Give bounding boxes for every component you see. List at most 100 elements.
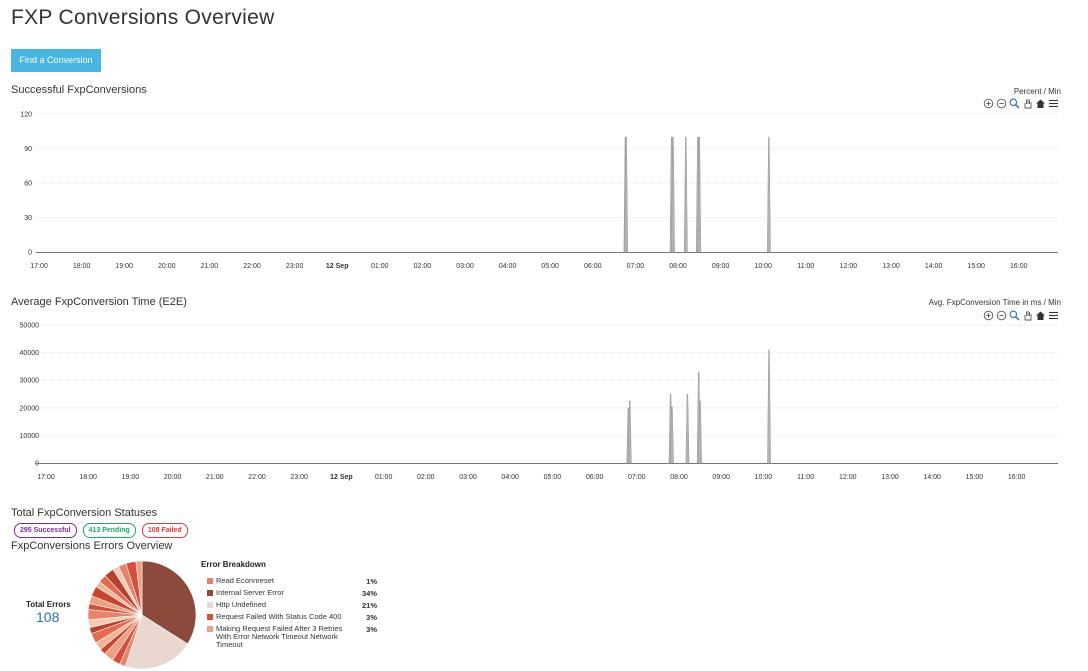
- x-tick-label: 12:00: [840, 263, 858, 270]
- x-tick-label: 05:00: [541, 263, 559, 270]
- zoom-in-icon[interactable]: [983, 310, 994, 321]
- x-tick-label: 14:00: [923, 474, 941, 481]
- successful-conversions-chart: 0 30 60 90 120 17:00 18:00 19:00 20:00 21:00 22:00…: [20, 112, 1058, 270]
- chart1-unit-label: Percent / Min: [1013, 87, 1061, 96]
- total-errors-label: Total Errors: [26, 600, 71, 609]
- x-tick-label: 08:00: [669, 263, 687, 270]
- x-tick-label: 13:00: [881, 474, 899, 481]
- x-tick-label: 05:00: [544, 474, 562, 481]
- data-spike[interactable]: [767, 349, 771, 464]
- x-tick-label: 23:00: [286, 263, 304, 270]
- x-tick-label: 18:00: [73, 263, 91, 270]
- error-breakdown-title: Error Breakdown: [201, 560, 266, 569]
- error-percent: 1%: [366, 577, 377, 586]
- x-tick-label: 23:00: [290, 474, 308, 481]
- legend-swatch: [207, 626, 213, 632]
- x-tick-label: 21:00: [206, 474, 224, 481]
- failed-badge[interactable]: 108 Failed: [141, 523, 188, 538]
- y-tick-label: 10000: [20, 433, 40, 440]
- chart2-toolbar: [983, 310, 1059, 321]
- data-spike[interactable]: [627, 400, 632, 464]
- x-tick-label: 16:00: [1008, 474, 1026, 481]
- x-tick-label: 19:00: [115, 263, 133, 270]
- pan-hand-icon[interactable]: [1022, 310, 1033, 321]
- find-conversion-button[interactable]: Find a Conversion: [11, 49, 101, 72]
- home-icon[interactable]: [1035, 310, 1046, 321]
- total-errors-value: 108: [36, 609, 60, 625]
- home-icon[interactable]: [1035, 98, 1046, 109]
- x-tick-label: 20:00: [158, 263, 176, 270]
- x-tick-label: 02:00: [417, 474, 435, 481]
- y-tick-label: 40000: [20, 350, 40, 357]
- x-tick-label: 03:00: [456, 263, 474, 270]
- x-tick-label: 22:00: [243, 263, 261, 270]
- x-tick-label: 11:00: [797, 474, 814, 481]
- error-percent: 3%: [366, 613, 377, 622]
- error-breakdown-item[interactable]: Making Request Failed After 3 Retries Wi…: [207, 625, 377, 649]
- magnifier-icon[interactable]: [1009, 310, 1020, 321]
- error-breakdown-item[interactable]: Read Econnreset 1%: [207, 576, 377, 586]
- x-tick-label: 11:00: [797, 263, 814, 270]
- legend-swatch: [207, 578, 213, 584]
- avg-conversion-time-chart: 0100002000030000400005000017:0018:0019:0…: [20, 323, 1058, 481]
- x-tick-label: 14:00: [925, 263, 943, 270]
- chart1-title: Successful FxpConversions: [11, 84, 147, 96]
- data-spike[interactable]: [671, 136, 675, 253]
- x-tick-label: 15:00: [966, 474, 984, 481]
- x-tick-label: 20:00: [164, 474, 182, 481]
- y-tick-label: 50000: [20, 323, 40, 330]
- page-title: FXP Conversions Overview: [11, 6, 275, 29]
- data-spike[interactable]: [767, 136, 771, 253]
- statuses-title: Total FxpConversion Statuses: [11, 507, 158, 519]
- successful-badge[interactable]: 295 Successful: [14, 523, 77, 538]
- chart1-toolbar: [983, 98, 1059, 109]
- pending-badge[interactable]: 413 Pending: [82, 523, 136, 538]
- x-tick-label: 10:00: [754, 263, 772, 270]
- x-tick-label: 18:00: [79, 474, 97, 481]
- x-tick-label: 02:00: [414, 263, 432, 270]
- error-label: Request Failed With Status Code 400: [216, 612, 342, 621]
- y-tick-label: 60: [24, 181, 32, 188]
- error-percent: 21%: [361, 601, 377, 610]
- data-spike[interactable]: [670, 406, 674, 464]
- data-spike[interactable]: [683, 136, 688, 253]
- data-spike[interactable]: [624, 136, 629, 253]
- pan-hand-icon[interactable]: [1022, 98, 1033, 109]
- x-tick-label: 07:00: [628, 474, 646, 481]
- error-label: Read Econnreset: [216, 576, 274, 585]
- magnifier-icon[interactable]: [1009, 98, 1020, 109]
- zoom-in-icon[interactable]: [983, 98, 994, 109]
- legend-swatch: [207, 602, 213, 608]
- errors-pie-chart: [87, 560, 197, 670]
- x-tick-label: 06:00: [584, 263, 602, 270]
- error-breakdown-item[interactable]: Request Failed With Status Code 400 3%: [207, 612, 377, 622]
- x-tick-label: 09:00: [712, 474, 730, 481]
- error-label: Making Request Failed After 3 Retries Wi…: [216, 624, 343, 649]
- x-tick-label: 01:00: [371, 263, 389, 270]
- errors-title: FxpConversions Errors Overview: [11, 540, 173, 552]
- menu-icon[interactable]: [1048, 310, 1059, 321]
- minor-error-slice[interactable]: [135, 560, 143, 616]
- menu-icon[interactable]: [1048, 98, 1059, 109]
- x-tick-label: 22:00: [248, 474, 266, 481]
- x-tick-label: 07:00: [627, 263, 645, 270]
- x-tick-label: 12 Sep: [330, 474, 353, 481]
- x-tick-label: 06:00: [586, 474, 604, 481]
- x-tick-label: 04:00: [499, 263, 517, 270]
- x-tick-label: 03:00: [459, 474, 477, 481]
- data-spike[interactable]: [697, 136, 702, 253]
- x-tick-label: 15:00: [967, 263, 985, 270]
- zoom-out-icon[interactable]: [996, 98, 1007, 109]
- error-percent: 3%: [366, 625, 377, 634]
- y-tick-label: 20000: [20, 405, 40, 412]
- internal-server-error-slice[interactable]: [141, 560, 197, 645]
- error-breakdown-item[interactable]: Http Undefined 21%: [207, 600, 377, 610]
- data-spike[interactable]: [685, 393, 690, 464]
- error-breakdown-item[interactable]: Internal Server Error 34%: [207, 589, 377, 598]
- x-tick-label: 04:00: [501, 474, 519, 481]
- data-spike[interactable]: [698, 400, 702, 464]
- error-label: Http Undefined: [216, 600, 267, 609]
- zoom-out-icon[interactable]: [996, 310, 1007, 321]
- y-tick-label: 120: [20, 112, 32, 119]
- legend-swatch: [207, 614, 213, 620]
